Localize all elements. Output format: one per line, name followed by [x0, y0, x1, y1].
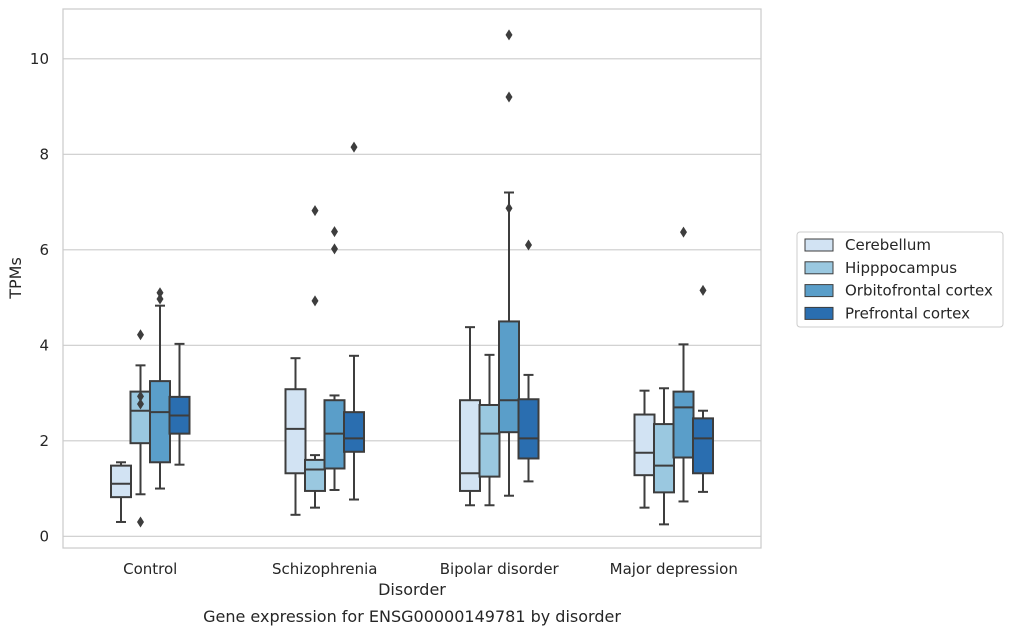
x-axis-ticks: Control Schizophrenia Bipolar disorder Majo… [123, 560, 738, 578]
outlier-point [505, 29, 513, 41]
y-axis-ticks: 0 2 4 6 8 10 [30, 50, 49, 545]
outlier-point [137, 516, 144, 528]
legend: Cerebellum Hipppocampus Orbitofrontal cort… [796, 231, 1004, 328]
box-iqr [343, 411, 365, 453]
box-orbitofrontal-cortex [323, 226, 346, 491]
outlier-point [505, 91, 513, 103]
box-prefrontal-cortex [168, 342, 191, 466]
x-axis-label: Disorder [378, 580, 446, 599]
x-tick-label: Schizophrenia [272, 560, 377, 578]
legend-swatch [804, 261, 834, 275]
box-cerebellum [110, 461, 132, 523]
box-cerebellum [459, 326, 481, 507]
legend-label: Prefrontal cortex [845, 304, 970, 322]
outlier-point [156, 293, 164, 305]
outlier-point [331, 226, 338, 238]
outlier-point [137, 390, 144, 402]
box-prefrontal-cortex [517, 239, 540, 483]
legend-label: Orbitofrontal cortex [845, 282, 993, 300]
legend-label: Cerebellum [845, 236, 931, 254]
box-hipppocampus [653, 387, 675, 526]
outlier-point [350, 141, 358, 153]
box-iqr [304, 458, 326, 492]
box-iqr [692, 417, 714, 475]
outlier-point [699, 284, 707, 296]
legend-frame [796, 231, 1004, 328]
box-iqr [110, 464, 132, 499]
box-hipppocampus [478, 353, 501, 507]
box-iqr [478, 403, 501, 478]
x-tick-label: Major depression [610, 560, 738, 578]
box-hipppocampus [129, 329, 152, 528]
box-iqr [633, 413, 656, 477]
outlier-point [311, 295, 319, 307]
outlier-point [505, 202, 513, 214]
y-tick-label: 6 [39, 241, 49, 259]
y-tick-label: 10 [30, 50, 49, 68]
box-iqr [149, 380, 171, 464]
legend-swatch [804, 238, 834, 252]
box-iqr [653, 423, 675, 494]
outlier-point [311, 205, 319, 217]
box-iqr [517, 398, 540, 460]
plot-frame [62, 8, 762, 549]
y-axis-label: TPMs [6, 257, 25, 300]
outlier-point [137, 329, 144, 341]
y-tick-label: 2 [39, 432, 49, 450]
x-tick-label: Control [123, 560, 177, 578]
box-orbitofrontal-cortex [149, 287, 171, 490]
box-orbitofrontal-cortex [672, 226, 695, 503]
box-iqr [284, 388, 307, 475]
box-iqr [459, 399, 481, 492]
box-prefrontal-cortex [692, 284, 714, 493]
box-hipppocampus [304, 205, 326, 509]
box-cerebellum [633, 389, 656, 509]
legend-label: Hipppocampus [845, 259, 957, 277]
x-tick-label: Bipolar disorder [440, 560, 560, 578]
y-tick-label: 8 [39, 145, 49, 163]
box-iqr [498, 320, 520, 434]
outlier-point [331, 243, 338, 255]
box-iqr [672, 390, 695, 459]
box-cerebellum [284, 357, 307, 516]
outlier-point [680, 226, 687, 238]
legend-swatch [804, 284, 834, 298]
outlier-point [137, 398, 144, 410]
outlier-point [525, 239, 532, 251]
box-orbitofrontal-cortex [498, 29, 520, 497]
y-tick-label: 4 [39, 336, 49, 354]
box-prefrontal-cortex [343, 141, 365, 501]
box-plot-marks [110, 29, 714, 528]
figure-caption: Gene expression for ENSG00000149781 by d… [203, 607, 621, 626]
legend-swatch [804, 306, 834, 320]
outlier-point [156, 287, 164, 299]
y-tick-label: 0 [39, 527, 49, 545]
